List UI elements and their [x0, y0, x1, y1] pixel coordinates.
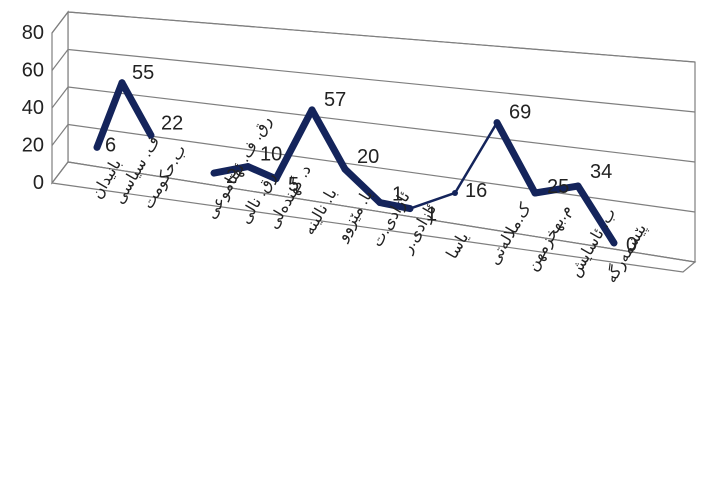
data-point — [494, 119, 500, 126]
series-line-segment — [210, 163, 252, 177]
data-label: 1 — [426, 204, 437, 226]
series-line-segment — [574, 182, 618, 247]
data-point — [532, 190, 538, 196]
data-point — [211, 170, 217, 177]
series-line-segment — [341, 165, 384, 207]
data-point — [407, 205, 413, 212]
data-label: 10 — [260, 144, 282, 166]
y-axis-ticks: 0 20 40 60 80 — [22, 22, 44, 194]
data-label: 57 — [324, 89, 346, 111]
series-line-segment — [118, 79, 155, 139]
data-point — [611, 240, 617, 246]
data-point — [377, 199, 383, 206]
gridline — [67, 48, 696, 113]
data-point — [94, 144, 100, 151]
data-label: 55 — [132, 62, 154, 84]
data-label: 69 — [509, 102, 531, 124]
gridline-side — [51, 161, 69, 184]
y-tick-label: 80 — [22, 22, 44, 44]
data-point — [342, 166, 348, 173]
y-tick-label: 40 — [22, 97, 44, 119]
gridline-side — [51, 86, 69, 109]
series-layer — [93, 79, 618, 247]
data-label: 34 — [590, 161, 612, 183]
data-label: 1 — [392, 184, 403, 206]
series-line-segment — [244, 163, 280, 183]
series-line-segment — [493, 119, 539, 197]
data-point — [273, 175, 279, 182]
data-label: 0 — [626, 234, 637, 256]
data-label: 25 — [547, 176, 569, 198]
series-line-segment — [308, 106, 349, 173]
data-label: 22 — [161, 112, 183, 134]
gridline — [67, 11, 696, 63]
data-point — [575, 183, 581, 190]
y-tick-label: 0 — [33, 172, 44, 194]
data-label: 6 — [105, 134, 116, 156]
series-line-segment — [272, 106, 316, 183]
data-label: 5 — [288, 174, 299, 196]
data-label: 16 — [465, 180, 487, 202]
gridline-side — [51, 11, 69, 34]
data-point — [119, 79, 125, 86]
gridline — [67, 161, 696, 263]
data-point — [309, 106, 315, 113]
series-line-segment — [93, 79, 126, 151]
series-line-segment — [531, 182, 582, 197]
data-label: 20 — [357, 146, 379, 168]
series-line-segment — [408, 191, 457, 210]
gridline — [67, 86, 696, 163]
data-point — [452, 189, 458, 196]
gridline-side — [51, 49, 69, 71]
data-label: 2 — [226, 166, 237, 188]
y-tick-label: 60 — [22, 60, 44, 82]
y-tick-label: 20 — [22, 135, 44, 157]
series-line-segment — [453, 121, 499, 195]
data-point — [148, 132, 154, 139]
gridlines — [51, 11, 696, 263]
series-line-segment — [376, 199, 414, 213]
data-point — [245, 163, 251, 170]
gridline — [67, 123, 696, 213]
gridline-side — [51, 124, 69, 146]
